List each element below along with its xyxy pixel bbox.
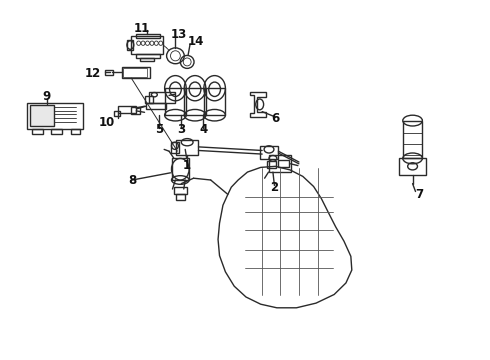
Polygon shape — [30, 105, 54, 126]
Text: 2: 2 — [270, 181, 278, 194]
Text: 14: 14 — [188, 35, 204, 48]
Text: 6: 6 — [271, 112, 279, 125]
Text: 4: 4 — [199, 123, 207, 136]
Text: 5: 5 — [155, 123, 163, 136]
Text: 1: 1 — [183, 159, 191, 172]
Text: 7: 7 — [415, 188, 423, 201]
Text: 11: 11 — [134, 22, 150, 35]
Text: 10: 10 — [98, 116, 115, 129]
Text: 12: 12 — [85, 67, 101, 80]
Text: 9: 9 — [43, 90, 50, 103]
Text: 13: 13 — [171, 28, 187, 41]
Text: 3: 3 — [177, 123, 185, 136]
Text: 8: 8 — [128, 174, 136, 186]
